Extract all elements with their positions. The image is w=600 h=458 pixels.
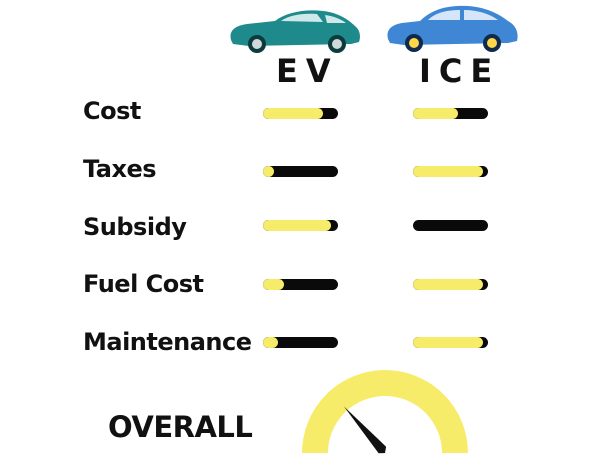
- row-label-cost: Cost: [83, 97, 141, 125]
- gauge-needle: [343, 406, 387, 454]
- ev-bar-taxes: [263, 166, 338, 177]
- ice-column-header: ICE: [419, 52, 501, 90]
- overall-gauge: [302, 370, 468, 454]
- row-label-subsidy: Subsidy: [83, 213, 187, 241]
- ice-bar-taxes: [413, 166, 488, 177]
- gauge-arc: [302, 370, 468, 454]
- row-label-taxes: Taxes: [83, 155, 157, 183]
- ev-bar-maintenance: [263, 337, 338, 348]
- ev-column-header: EV: [276, 52, 339, 90]
- row-label-fuel-cost: Fuel Cost: [83, 270, 204, 298]
- teal-sports-car-icon: [230, 10, 360, 53]
- ice-bar-subsidy: [413, 220, 488, 231]
- ev-bar-cost: [263, 108, 338, 119]
- blue-sedan-car-icon: [387, 5, 518, 52]
- ev-bar-fuel-cost: [263, 279, 338, 290]
- ice-bar-fuel-cost: [413, 279, 488, 290]
- ice-bar-cost: [413, 108, 488, 119]
- ice-bar-maintenance: [413, 337, 488, 348]
- ev-bar-subsidy: [263, 220, 338, 231]
- row-label-maintenance: Maintenance: [83, 328, 252, 356]
- overall-label: OVERALL: [108, 410, 253, 444]
